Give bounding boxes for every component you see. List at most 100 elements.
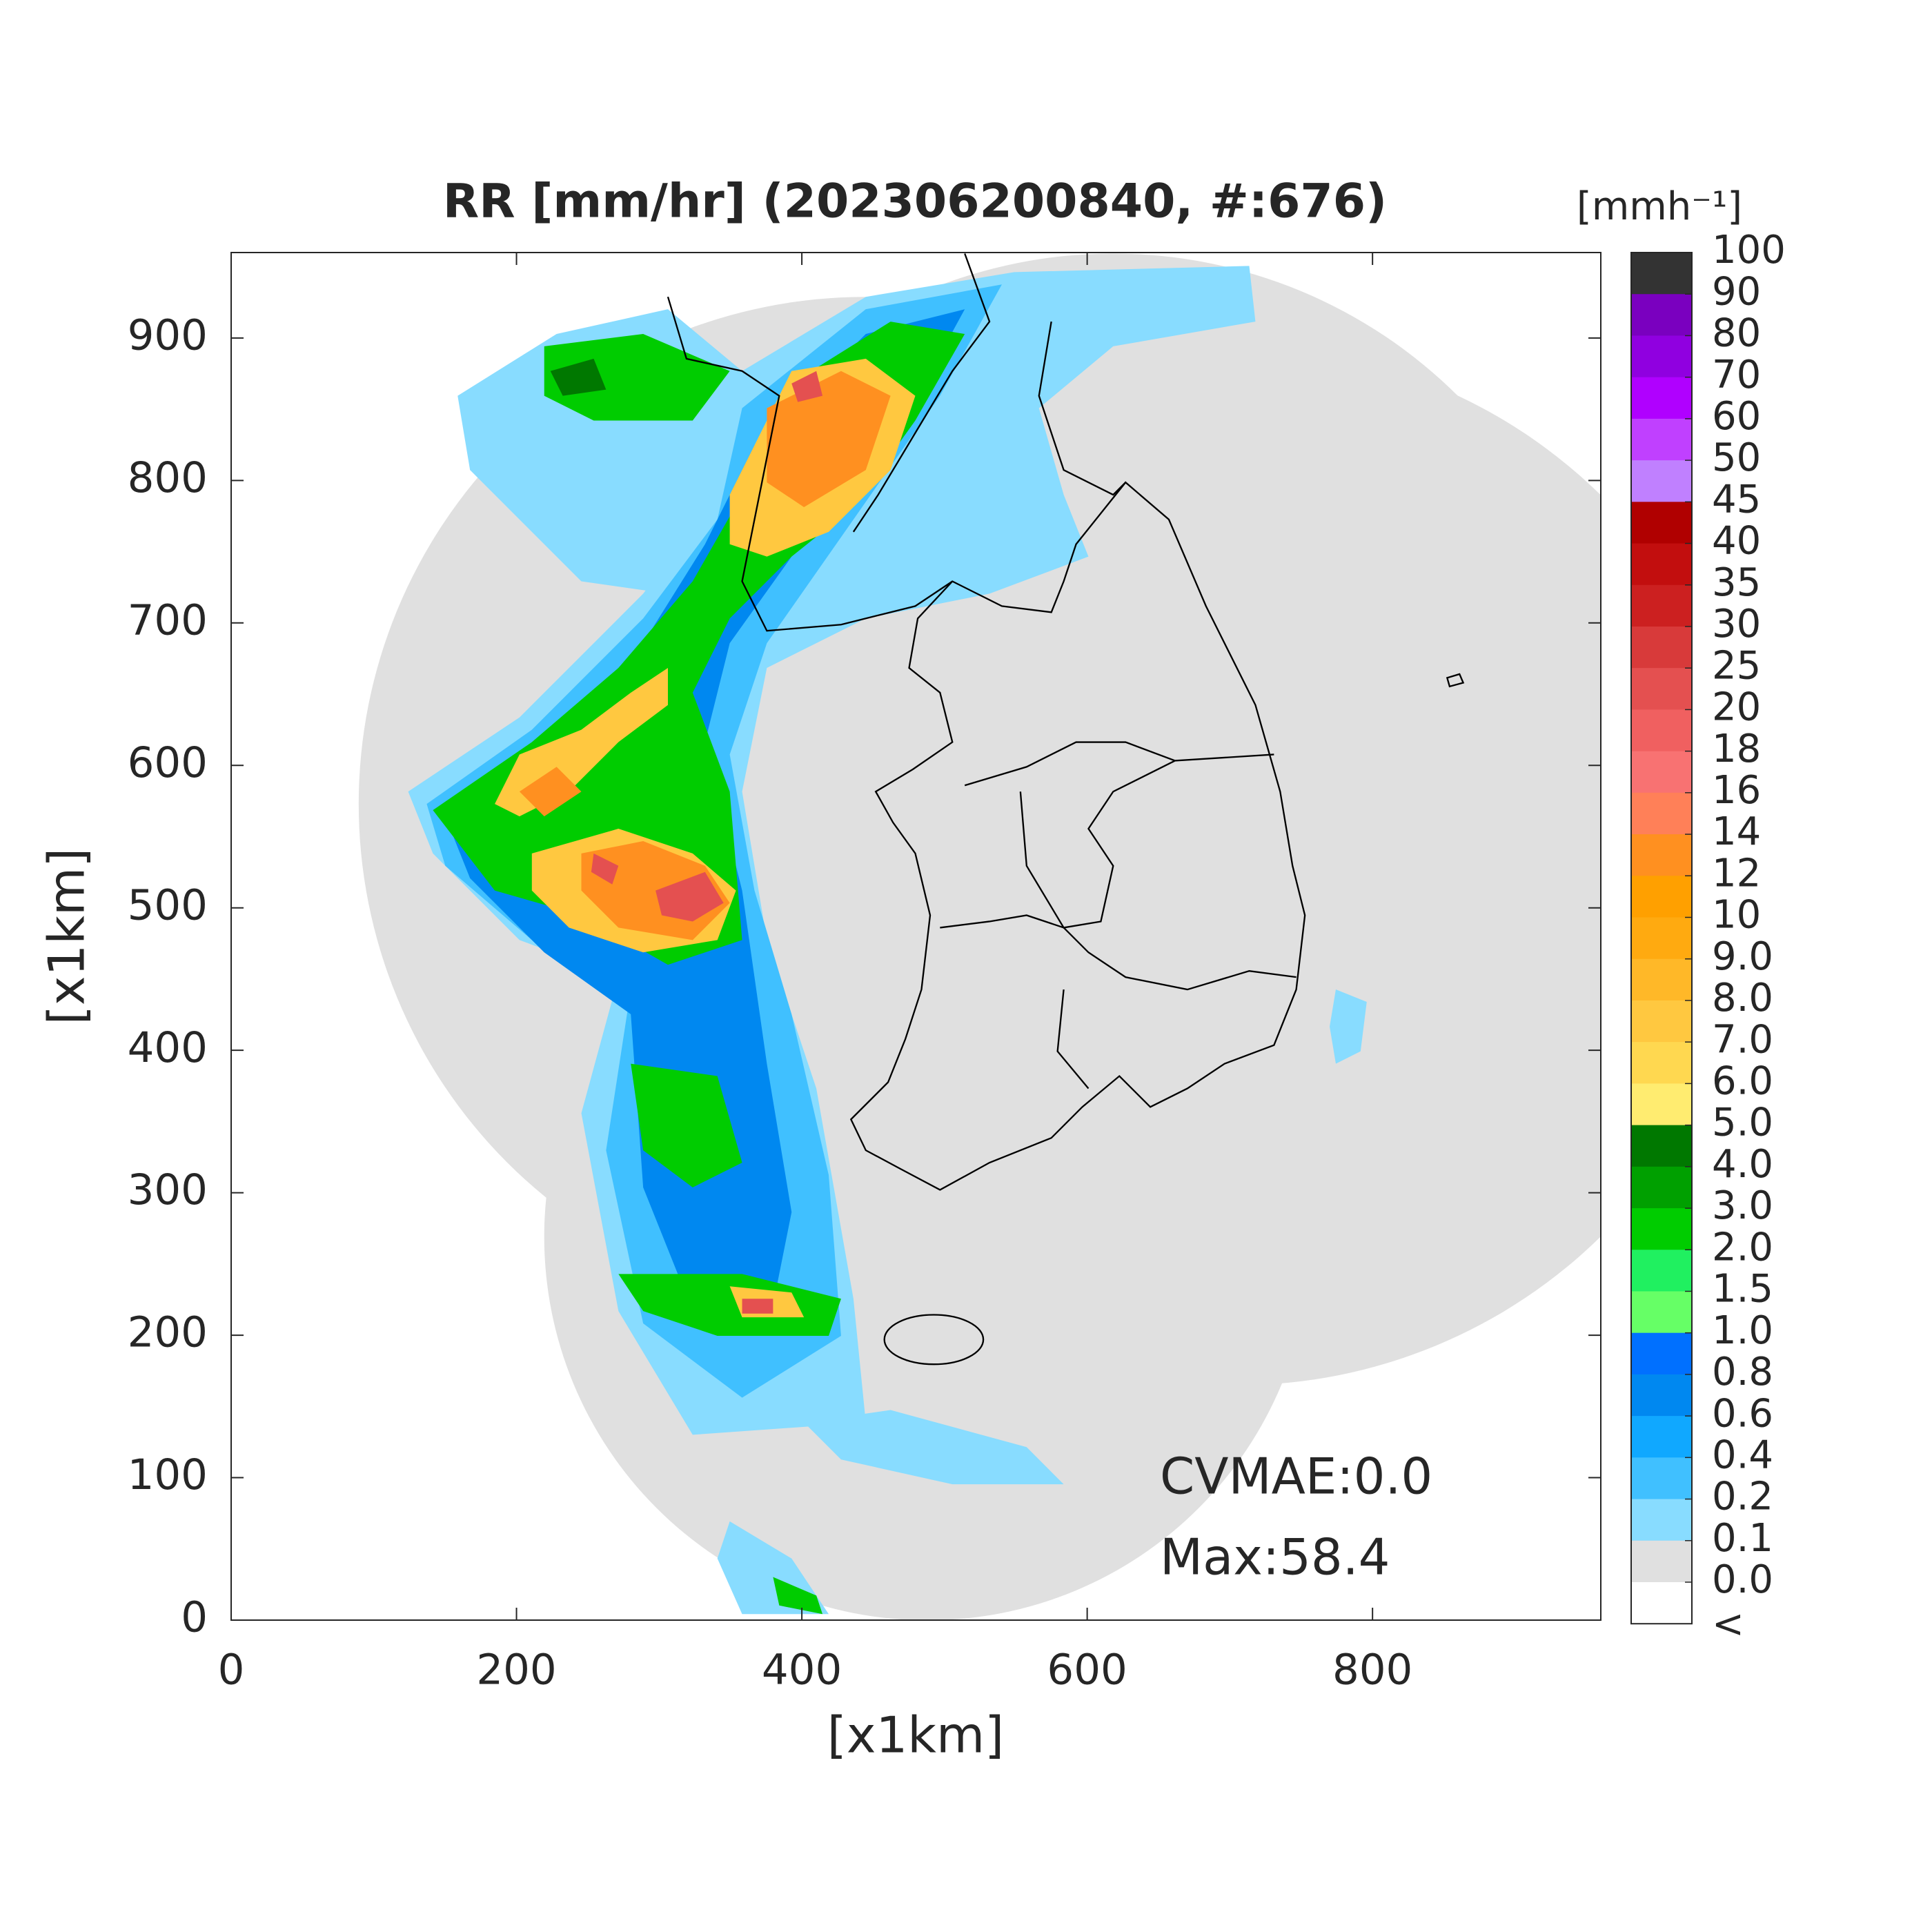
colorbar-tick-label: 18: [1712, 727, 1761, 771]
colorbar-swatch: [1631, 1457, 1692, 1500]
colorbar-tick-label: 4.0: [1712, 1142, 1773, 1187]
colorbar-swatch: [1631, 709, 1692, 752]
colorbar-swatch: [1631, 792, 1692, 835]
colorbar-tick-label: 1.0: [1712, 1308, 1773, 1353]
colorbar-swatch: [1631, 1083, 1692, 1126]
colorbar-swatch: [1631, 1540, 1692, 1583]
colorbar-swatch: [1631, 1291, 1692, 1334]
colorbar-swatch: [1631, 502, 1692, 544]
annotation: CVMAE:0.0: [1160, 1448, 1432, 1506]
colorbar-tick-label: 45: [1712, 477, 1761, 522]
colorbar-swatch: [1631, 626, 1692, 669]
rain-area: [717, 989, 1367, 1615]
colorbar-tick-label: 8.0: [1712, 976, 1773, 1021]
colorbar-swatch: [1631, 543, 1692, 586]
colorbar-frame: [1630, 252, 1693, 1625]
y-tick-label: 100: [128, 1450, 208, 1499]
annotation: Max:58.4: [1160, 1528, 1390, 1586]
colorbar-swatch: [1631, 1374, 1692, 1417]
colorbar-swatch: [1631, 751, 1692, 793]
plot-frame: [230, 252, 1601, 1621]
colorbar-swatch: [1631, 668, 1692, 710]
colorbar-swatch: [1631, 377, 1692, 420]
colorbar-tick-label: 14: [1712, 809, 1761, 854]
colorbar-tick-label: 20: [1712, 685, 1761, 730]
colorbar-swatch: [1631, 253, 1692, 295]
colorbar-swatch: [1631, 834, 1692, 876]
colorbar-under: [1631, 1582, 1692, 1624]
colorbar-swatch: [1631, 876, 1692, 918]
colorbar-tick-label: 0.1: [1712, 1516, 1773, 1561]
colorbar-swatch: [1631, 1499, 1692, 1541]
colorbar-swatch: [1631, 418, 1692, 461]
colorbar-swatch: [1631, 1000, 1692, 1043]
colorbar-tick-label: 70: [1712, 353, 1761, 397]
y-tick-label: 0: [181, 1593, 208, 1642]
colorbar-tick-label: 0.4: [1712, 1432, 1773, 1477]
x-tick-label: 400: [762, 1646, 842, 1695]
x-axis-label: [x1km]: [827, 1706, 1004, 1764]
rain-area: [495, 358, 916, 1318]
colorbar-tick-label: 80: [1712, 311, 1761, 356]
border-line: [667, 253, 1127, 632]
colorbar-tick-label: 50: [1712, 435, 1761, 480]
colorbar-tick-label: 16: [1712, 768, 1761, 813]
colorbar-tick-label: 10: [1712, 893, 1761, 938]
colorbar-swatch: [1631, 1250, 1692, 1292]
colorbar-swatch: [1631, 460, 1692, 502]
chart-title: RR [mm/hr] (202306200840, #:676): [443, 175, 1387, 229]
colorbar-swatch: [1631, 958, 1692, 1001]
colorbar-tick-label: 1.5: [1712, 1267, 1773, 1312]
colorbar-tick-label: 35: [1712, 560, 1761, 605]
colorbar-tick-label: 3.0: [1712, 1183, 1773, 1228]
colorbar-tick-label: 100: [1712, 228, 1786, 273]
colorbar-tick-label: 12: [1712, 851, 1761, 896]
colorbar-label: [mmh⁻¹]: [1577, 184, 1742, 229]
colorbar-tick-label: 0.6: [1712, 1391, 1773, 1436]
colorbar-swatch: [1631, 1125, 1692, 1167]
colorbar-tick-label: 9.0: [1712, 934, 1773, 979]
x-tick-label: 600: [1047, 1646, 1127, 1695]
colorbar-tick-label: 25: [1712, 643, 1761, 688]
x-tick-label: 0: [218, 1646, 245, 1695]
colorbar-tick-label: 40: [1712, 519, 1761, 564]
colorbar-under-label: <: [1712, 1601, 1744, 1646]
colorbar-swatch: [1631, 584, 1692, 627]
y-tick-label: 300: [128, 1165, 208, 1214]
jeju: [883, 1314, 985, 1366]
island: [1446, 673, 1465, 688]
colorbar-tick-label: 0.8: [1712, 1350, 1773, 1394]
colorbar-swatch: [1631, 335, 1692, 378]
colorbar-tick-label: 60: [1712, 394, 1761, 439]
rain-area: [550, 358, 607, 396]
province-line: [940, 741, 1297, 1090]
colorbar-tick-label: 0.0: [1712, 1557, 1773, 1602]
precipitation: [408, 266, 1367, 1615]
colorbar-tick-label: 6.0: [1712, 1059, 1773, 1104]
y-tick-label: 900: [128, 310, 208, 359]
colorbar-swatch: [1631, 1332, 1692, 1375]
y-tick-label: 400: [128, 1023, 208, 1072]
colorbar-swatch: [1631, 1416, 1692, 1458]
rain-area: [773, 1577, 823, 1615]
colorbar-swatch: [1631, 1042, 1692, 1084]
y-tick-label: 200: [128, 1308, 208, 1357]
korea-outline: [849, 481, 1306, 1191]
x-tick-label: 800: [1332, 1646, 1412, 1695]
colorbar-swatch: [1631, 294, 1692, 336]
y-axis-label: [x1km]: [38, 848, 96, 1025]
y-tick-label: 800: [128, 453, 208, 502]
y-tick-label: 600: [128, 738, 208, 787]
colorbar-swatch: [1631, 1208, 1692, 1250]
colorbar-tick-label: 2.0: [1712, 1225, 1773, 1270]
colorbar-tick-label: 5.0: [1712, 1101, 1773, 1145]
rain-area: [519, 371, 891, 940]
colorbar-tick-label: 7.0: [1712, 1017, 1773, 1062]
colorbar-tick-label: 0.2: [1712, 1475, 1773, 1519]
colorbar-tick-label: 90: [1712, 269, 1761, 314]
y-tick-label: 700: [128, 595, 208, 644]
colorbar-swatch: [1631, 1166, 1692, 1209]
rain-area: [544, 333, 730, 421]
